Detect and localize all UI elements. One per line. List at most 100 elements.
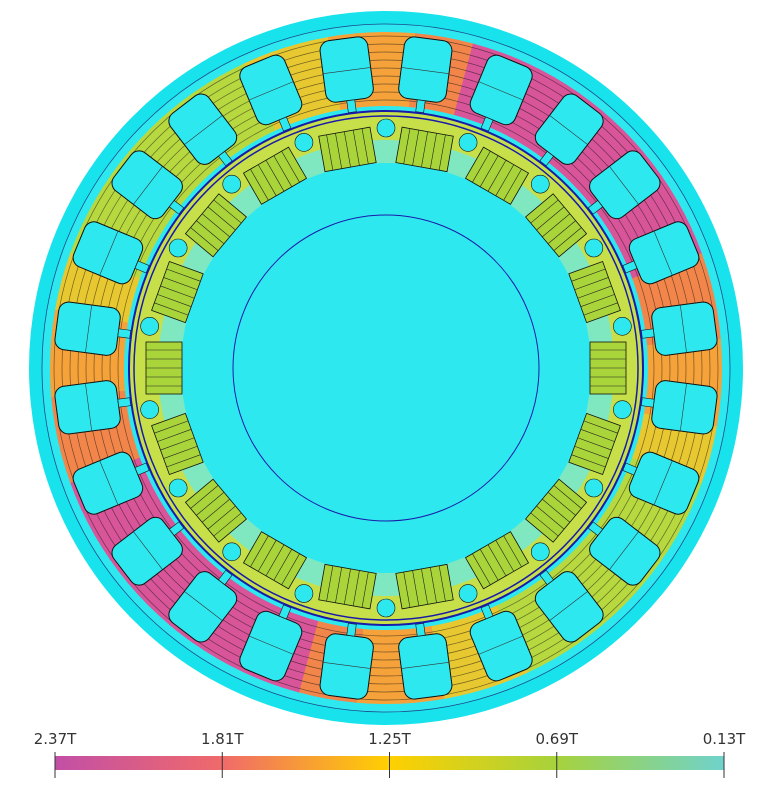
- magnet-stripe: [487, 160, 507, 192]
- magnet-stripe: [273, 155, 293, 187]
- stator-slot: [54, 380, 132, 435]
- slot-divider: [323, 67, 371, 74]
- rotor-notch: [376, 598, 396, 618]
- flux-line: [109, 91, 663, 645]
- magnet-stripe: [547, 220, 576, 244]
- magnet-stripe: [403, 571, 411, 608]
- rotor-notch: [294, 584, 314, 603]
- flux-line: [117, 99, 655, 637]
- rotor-magnet: [145, 341, 183, 395]
- colorbar-label: 0.69T: [535, 730, 578, 748]
- magnet-stripe: [361, 571, 369, 608]
- flux-band: [553, 553, 624, 627]
- magnet-stripe: [166, 454, 201, 468]
- stator-slot: [72, 221, 150, 285]
- slot-divider: [99, 460, 119, 506]
- stator-slot: [239, 604, 303, 682]
- magnet-stripe: [257, 164, 277, 196]
- magnet-stripe: [326, 134, 334, 171]
- rotor-magnet: [524, 193, 588, 258]
- stator-slot: [168, 93, 238, 167]
- slot-divider: [653, 460, 673, 506]
- flux-line: [61, 43, 711, 693]
- stator-slot: [72, 451, 150, 515]
- magnet-stripe: [553, 485, 582, 509]
- rotor-notch: [530, 174, 550, 194]
- magnet-stripe: [361, 128, 369, 165]
- slot-opening: [415, 99, 426, 114]
- magnet-stripe: [438, 134, 446, 171]
- stator-slot: [398, 622, 453, 700]
- magnet-stripe: [583, 302, 618, 316]
- magnet-stripe: [495, 164, 515, 196]
- magnet-stripe: [495, 540, 515, 572]
- slot-divider: [609, 166, 639, 205]
- magnet-stripe: [479, 155, 499, 187]
- rotor-magnet: [589, 341, 627, 395]
- slot-divider: [248, 81, 294, 101]
- rotor-magnet: [318, 563, 377, 610]
- magnet-stripe: [157, 294, 192, 307]
- magnet-stripe: [547, 492, 576, 516]
- colorbar: 2.37T 1.81T 1.25T 0.69T 0.13T: [34, 730, 746, 778]
- slot-opening: [278, 604, 292, 620]
- magnet-stripe: [503, 535, 522, 567]
- rotor-line: [133, 115, 639, 621]
- flux-band: [127, 535, 201, 606]
- rotor-notch: [613, 400, 632, 419]
- magnet-stripe: [438, 565, 446, 602]
- slot: [651, 301, 718, 356]
- rotor-notch: [140, 400, 159, 419]
- magnet-stripe: [412, 570, 420, 606]
- magnet-stripe: [530, 512, 559, 537]
- magnet-stripe: [335, 567, 343, 603]
- magnet-stripe: [479, 549, 499, 581]
- rotor-magnet: [395, 563, 454, 610]
- slot-divider: [85, 383, 92, 431]
- magnet-stripe: [265, 544, 285, 576]
- colorbar-label: 1.81T: [201, 730, 244, 748]
- magnet-stripe: [472, 553, 491, 585]
- magnet-stripe: [257, 540, 277, 572]
- flux-band: [147, 552, 218, 626]
- flux-band: [554, 110, 625, 184]
- rotor-notch: [376, 118, 396, 138]
- slot-opening: [622, 462, 638, 476]
- magnet-stripe: [403, 128, 411, 165]
- flux-band: [571, 130, 645, 201]
- magnet-stripe: [530, 199, 559, 224]
- magnet-stripe: [352, 570, 360, 606]
- magnet-stripe: [583, 420, 618, 434]
- magnet-stripe: [281, 151, 300, 183]
- stator-slot: [534, 569, 604, 643]
- magnet-stripe: [335, 133, 343, 169]
- magnet-stripe: [352, 130, 360, 166]
- rotor-notch: [613, 317, 632, 336]
- magnet-stripe: [166, 268, 201, 282]
- rotor-notch: [140, 317, 159, 336]
- colorbar-label: 1.25T: [368, 730, 411, 748]
- rotor-magnet: [242, 531, 308, 590]
- rotor-magnet: [318, 126, 377, 173]
- flux-band: [128, 129, 202, 200]
- magnet-stripe: [574, 445, 609, 459]
- rotor-magnet: [184, 478, 248, 543]
- magnet-stripe: [154, 420, 189, 434]
- colorbar-label: 0.13T: [703, 730, 746, 748]
- magnet-stripe: [421, 568, 428, 605]
- magnet-stripe: [429, 567, 437, 603]
- magnet-stripe: [580, 294, 615, 307]
- slot-divider: [133, 166, 163, 205]
- magnet-stripe: [201, 498, 230, 523]
- stator-slot: [398, 36, 453, 114]
- stator-slot: [622, 221, 700, 285]
- flux-line: [93, 75, 679, 661]
- magnet-stripe: [213, 199, 242, 224]
- magnet-stripe: [571, 268, 606, 282]
- slot-divider: [478, 635, 524, 655]
- magnet-stripe: [429, 133, 437, 169]
- slot-opening: [622, 260, 638, 274]
- magnet-stripe: [542, 213, 571, 238]
- flux-line: [69, 51, 703, 685]
